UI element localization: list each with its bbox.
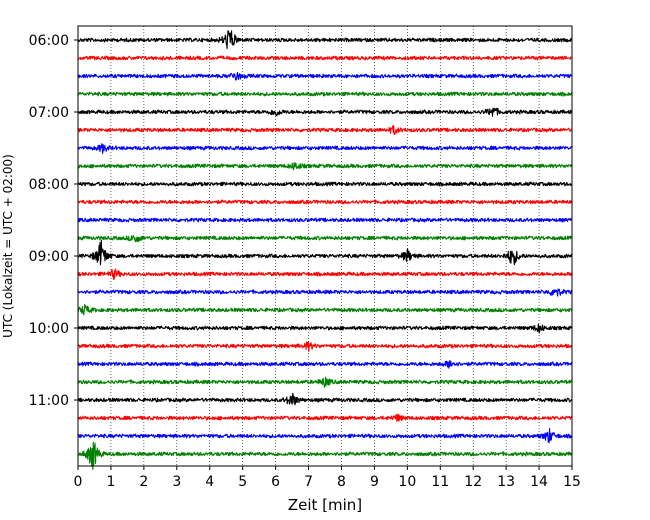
plot-area-frame (77, 25, 573, 467)
x-tick-label: 6 (271, 474, 280, 490)
y-tick-label: 07:00 (29, 105, 69, 121)
trace-0830 (77, 217, 573, 223)
trace-1000 (77, 323, 573, 334)
y-axis-ticks: 06:00 07:00 08:00 09:00 10:00 11:00 (29, 33, 78, 409)
x-tick-label: 10 (398, 474, 416, 490)
trace-0745 (77, 162, 573, 171)
trace-1145 (77, 441, 573, 471)
trace-0630 (77, 71, 573, 81)
trace-0730 (77, 143, 573, 154)
y-tick-label: 08:00 (29, 177, 69, 193)
x-tick-label: 9 (370, 474, 379, 490)
y-tick-label: 11:00 (29, 393, 69, 409)
x-tick-label: 2 (139, 474, 148, 490)
trace-1015 (77, 341, 573, 353)
x-tick-label: 3 (172, 474, 181, 490)
trace-1130 (77, 427, 573, 444)
trace-0900 (77, 239, 573, 266)
trace-0715 (77, 125, 573, 136)
x-tick-label: 0 (74, 474, 83, 490)
trace-0845 (77, 234, 573, 243)
x-axis-ticks: 0 1 2 3 4 5 6 7 8 9 10 11 12 13 14 15 (74, 466, 581, 490)
trace-1100 (77, 392, 573, 406)
x-tick-label: 13 (497, 474, 515, 490)
trace-0645 (77, 91, 573, 97)
y-tick-label: 10:00 (29, 321, 69, 337)
trace-0600 (77, 30, 573, 50)
trace-0700 (77, 107, 573, 117)
x-tick-label: 1 (106, 474, 115, 490)
x-tick-label: 7 (304, 474, 313, 490)
trace-0915 (77, 268, 573, 281)
x-axis-label: Zeit [min] (288, 496, 362, 514)
trace-1115 (77, 413, 573, 422)
trace-0945 (77, 303, 573, 316)
trace-0800 (77, 181, 573, 187)
y-tick-label: 06:00 (29, 33, 69, 49)
x-tick-label: 14 (530, 474, 548, 490)
x-tick-label: 5 (238, 474, 247, 490)
trace-0615 (77, 55, 573, 61)
x-tick-label: 4 (205, 474, 214, 490)
seismogram-traces (77, 30, 573, 471)
trace-0930 (77, 288, 573, 297)
y-tick-label: 09:00 (29, 249, 69, 265)
y-axis-label: UTC (Lokalzeit = UTC + 02:00) (1, 154, 15, 338)
trace-1030 (77, 360, 573, 369)
x-tick-label: 11 (431, 474, 449, 490)
x-tick-label: 15 (563, 474, 581, 490)
trace-0815 (77, 199, 573, 205)
vertical-grid-lines (110, 26, 540, 466)
trace-1045 (77, 376, 573, 388)
x-tick-label: 8 (337, 474, 346, 490)
x-tick-label: 12 (464, 474, 482, 490)
